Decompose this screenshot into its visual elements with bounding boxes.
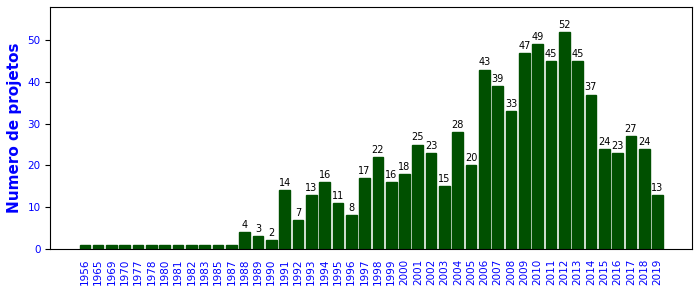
Bar [120, 245, 130, 249]
Bar [159, 245, 170, 249]
Bar [652, 194, 663, 249]
Bar [479, 69, 490, 249]
Text: 23: 23 [612, 141, 624, 151]
Bar [199, 245, 210, 249]
Text: 13: 13 [651, 182, 663, 192]
Bar [146, 245, 157, 249]
Text: 49: 49 [531, 32, 544, 42]
Text: 45: 45 [572, 49, 584, 59]
Bar [412, 145, 423, 249]
Bar [533, 44, 543, 249]
Bar [186, 245, 196, 249]
Bar [280, 190, 290, 249]
Bar [612, 153, 623, 249]
Text: 24: 24 [598, 137, 610, 147]
Bar [466, 166, 477, 249]
Text: 43: 43 [478, 58, 491, 67]
Bar [212, 245, 224, 249]
Text: 8: 8 [348, 204, 354, 213]
Bar [599, 149, 610, 249]
Bar [519, 53, 530, 249]
Y-axis label: Numero de projetos: Numero de projetos [7, 43, 22, 213]
Bar [266, 241, 277, 249]
Bar [452, 132, 463, 249]
Text: 15: 15 [438, 174, 451, 184]
Text: 4: 4 [242, 220, 247, 230]
Text: 14: 14 [278, 178, 291, 188]
Text: 3: 3 [255, 224, 261, 234]
Text: 11: 11 [332, 191, 344, 201]
Bar [639, 149, 649, 249]
Bar [80, 245, 90, 249]
Bar [626, 136, 636, 249]
Bar [173, 245, 183, 249]
Text: 7: 7 [295, 208, 301, 218]
Bar [586, 95, 596, 249]
Bar [239, 232, 250, 249]
Text: 20: 20 [465, 153, 477, 163]
Text: 39: 39 [491, 74, 504, 84]
Text: 18: 18 [398, 162, 410, 172]
Bar [106, 245, 117, 249]
Text: 27: 27 [625, 124, 637, 134]
Bar [572, 61, 583, 249]
Text: 16: 16 [385, 170, 397, 180]
Bar [293, 220, 303, 249]
Text: 22: 22 [372, 145, 384, 155]
Text: 13: 13 [305, 182, 317, 192]
Bar [559, 32, 570, 249]
Text: 45: 45 [545, 49, 557, 59]
Bar [333, 203, 343, 249]
Bar [226, 245, 237, 249]
Bar [386, 182, 396, 249]
Text: 47: 47 [518, 41, 531, 51]
Text: 16: 16 [319, 170, 331, 180]
Text: 25: 25 [412, 133, 424, 142]
Text: 2: 2 [268, 228, 275, 238]
Text: 17: 17 [359, 166, 370, 176]
Bar [252, 236, 264, 249]
Bar [373, 157, 383, 249]
Text: 28: 28 [452, 120, 464, 130]
Bar [426, 153, 436, 249]
Text: 52: 52 [558, 20, 570, 30]
Bar [346, 215, 356, 249]
Bar [399, 174, 410, 249]
Bar [319, 182, 330, 249]
Text: 24: 24 [638, 137, 651, 147]
Bar [133, 245, 143, 249]
Bar [546, 61, 556, 249]
Bar [505, 111, 517, 249]
Bar [492, 86, 503, 249]
Bar [439, 186, 449, 249]
Bar [93, 245, 103, 249]
Bar [306, 194, 317, 249]
Bar [359, 178, 370, 249]
Text: 33: 33 [505, 99, 517, 109]
Text: 23: 23 [425, 141, 438, 151]
Text: 37: 37 [585, 82, 597, 93]
